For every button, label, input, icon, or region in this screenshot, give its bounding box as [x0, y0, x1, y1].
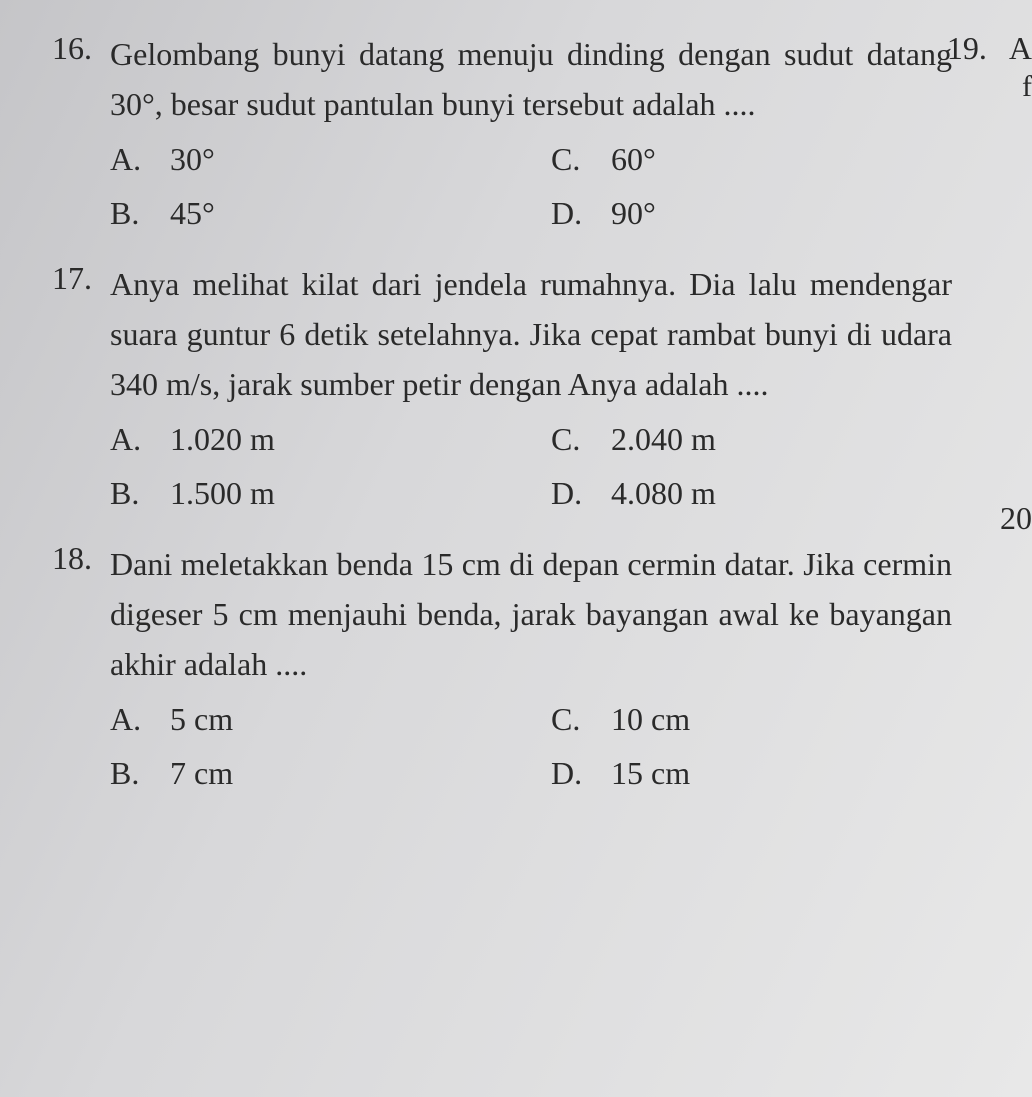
option-a: A. 5 cm: [110, 695, 511, 745]
question-body: Gelombang bunyi datang menuju dinding de…: [110, 30, 1012, 238]
margin-number-19: 19. A: [947, 30, 1032, 67]
option-c: C. 60°: [551, 135, 952, 185]
option-text: 4.080 m: [611, 469, 952, 519]
option-letter: A.: [110, 415, 170, 465]
option-text: 7 cm: [170, 749, 511, 799]
option-b: B. 7 cm: [110, 749, 511, 799]
option-d: D. 15 cm: [551, 749, 952, 799]
option-text: 45°: [170, 189, 511, 239]
option-b: B. 45°: [110, 189, 511, 239]
question-number: 18.: [20, 540, 110, 798]
question-16: 16. Gelombang bunyi datang menuju dindin…: [20, 30, 1012, 238]
option-text: 60°: [611, 135, 952, 185]
option-letter: D.: [551, 469, 611, 519]
option-letter: C.: [551, 135, 611, 185]
option-letter: C.: [551, 415, 611, 465]
option-letter: B.: [110, 189, 170, 239]
margin-letter-f: f: [1022, 70, 1032, 104]
option-text: 15 cm: [611, 749, 952, 799]
margin-number-20: 20: [1000, 500, 1032, 537]
question-body: Anya melihat kilat dari jendela rumahnya…: [110, 260, 1012, 518]
option-letter: A.: [110, 135, 170, 185]
question-stem: Dani meletakkan benda 15 cm di depan cer…: [110, 540, 952, 689]
question-stem: Anya melihat kilat dari jendela rumahnya…: [110, 260, 952, 409]
option-text: 1.020 m: [170, 415, 511, 465]
option-letter: B.: [110, 749, 170, 799]
option-c: C. 10 cm: [551, 695, 952, 745]
question-18: 18. Dani meletakkan benda 15 cm di depan…: [20, 540, 1012, 798]
option-text: 1.500 m: [170, 469, 511, 519]
option-text: 90°: [611, 189, 952, 239]
option-text: 5 cm: [170, 695, 511, 745]
question-number: 16.: [20, 30, 110, 238]
option-letter: A.: [110, 695, 170, 745]
question-stem: Gelombang bunyi datang menuju dinding de…: [110, 30, 952, 129]
margin-19-text: 19.: [947, 30, 987, 66]
option-c: C. 2.040 m: [551, 415, 952, 465]
option-d: D. 90°: [551, 189, 952, 239]
option-letter: C.: [551, 695, 611, 745]
option-text: 2.040 m: [611, 415, 952, 465]
question-options: A. 30° C. 60° B. 45° D. 90°: [110, 135, 952, 238]
option-d: D. 4.080 m: [551, 469, 952, 519]
option-text: 10 cm: [611, 695, 952, 745]
question-options: A. 1.020 m C. 2.040 m B. 1.500 m D. 4.08…: [110, 415, 952, 518]
option-a: A. 30°: [110, 135, 511, 185]
question-options: A. 5 cm C. 10 cm B. 7 cm D. 15 cm: [110, 695, 952, 798]
question-body: Dani meletakkan benda 15 cm di depan cer…: [110, 540, 1012, 798]
option-text: 30°: [170, 135, 511, 185]
option-letter: D.: [551, 189, 611, 239]
question-17: 17. Anya melihat kilat dari jendela ruma…: [20, 260, 1012, 518]
question-number: 17.: [20, 260, 110, 518]
margin-19-letter: A: [1009, 30, 1032, 66]
option-letter: B.: [110, 469, 170, 519]
option-a: A. 1.020 m: [110, 415, 511, 465]
option-letter: D.: [551, 749, 611, 799]
option-b: B. 1.500 m: [110, 469, 511, 519]
